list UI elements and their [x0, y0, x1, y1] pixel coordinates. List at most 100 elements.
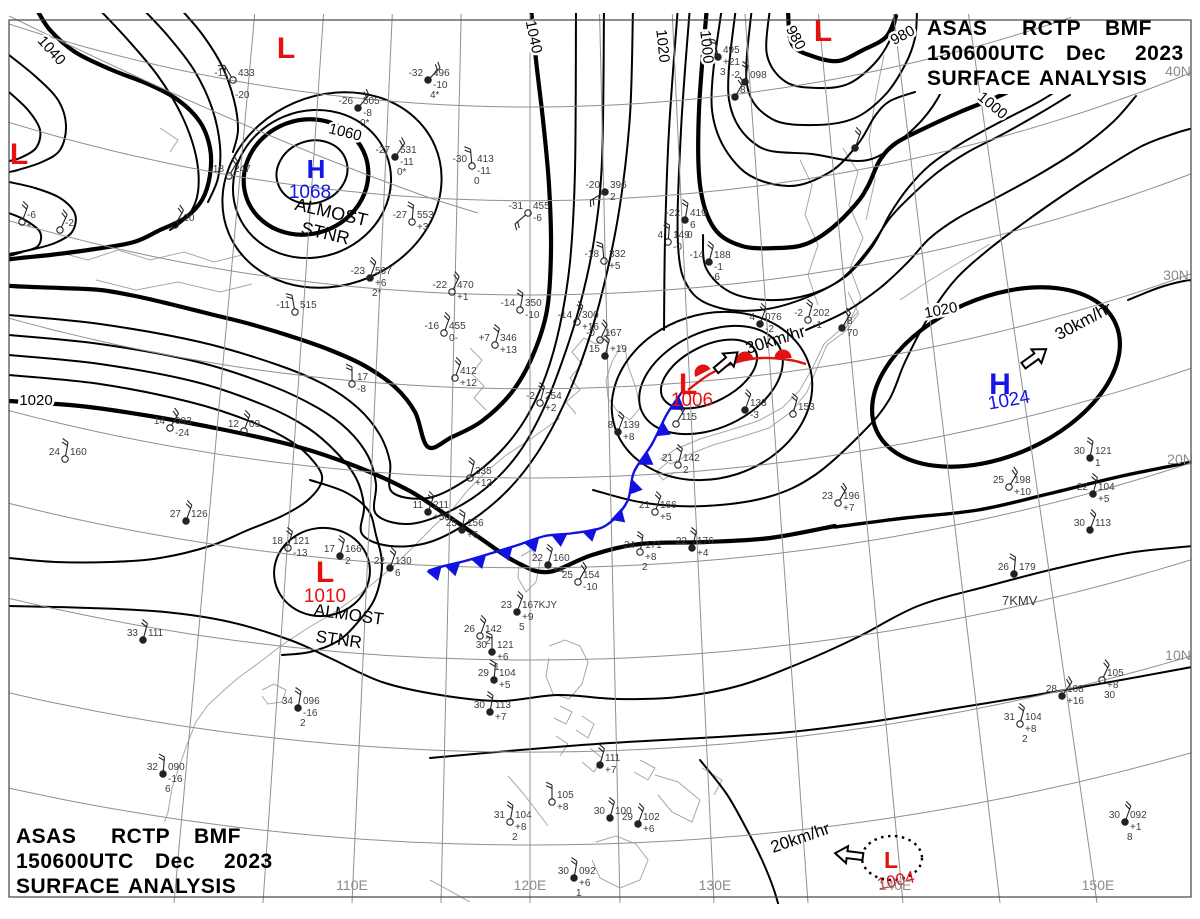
svg-text:2023: 2023: [1135, 42, 1184, 65]
svg-text:-18: -18: [210, 164, 225, 175]
svg-text:105: 105: [1107, 668, 1124, 679]
svg-text:24: 24: [49, 447, 61, 458]
svg-text:1020: 1020: [652, 28, 672, 63]
svg-text:-14: -14: [690, 250, 705, 261]
svg-text:30: 30: [594, 806, 606, 817]
svg-text:142: 142: [485, 624, 502, 635]
svg-text:+5: +5: [499, 680, 511, 691]
svg-text:102: 102: [643, 812, 660, 823]
svg-text:126: 126: [191, 509, 208, 520]
svg-text:27: 27: [170, 509, 182, 520]
svg-text:+7: +7: [843, 503, 855, 514]
svg-text:22: 22: [1077, 482, 1089, 493]
svg-text:+8: +8: [1025, 724, 1037, 735]
svg-text:+5: +5: [609, 261, 621, 272]
svg-text:-16: -16: [425, 321, 440, 332]
svg-text:104: 104: [515, 810, 532, 821]
svg-text:093: 093: [175, 416, 192, 427]
svg-text:RCTP: RCTP: [1022, 17, 1081, 40]
svg-text:+7: +7: [479, 333, 491, 344]
svg-text:+4: +4: [553, 565, 565, 576]
svg-text:110E: 110E: [336, 877, 368, 893]
svg-text:-32: -32: [409, 68, 424, 79]
svg-text:1: 1: [494, 662, 500, 673]
svg-text:-2: -2: [65, 218, 74, 229]
svg-text:166: 166: [660, 500, 677, 511]
svg-text:1068: 1068: [289, 182, 331, 203]
svg-text:350: 350: [525, 298, 542, 309]
svg-text:+12: +12: [460, 378, 477, 389]
svg-text:-10: -10: [525, 310, 540, 321]
svg-text:335: 335: [475, 466, 492, 477]
svg-text:211: 211: [433, 500, 449, 511]
svg-text:7KMV: 7KMV: [1002, 593, 1038, 608]
svg-text:23: 23: [822, 491, 834, 502]
svg-text:-2: -2: [765, 324, 774, 335]
svg-text:-1: -1: [813, 320, 822, 331]
svg-text:0*: 0*: [360, 118, 370, 129]
svg-text:+50: +50: [433, 512, 450, 523]
svg-text:31: 31: [1004, 712, 1016, 723]
svg-text:413: 413: [477, 154, 494, 165]
svg-text:419: 419: [690, 208, 707, 219]
svg-text:150600UTC: 150600UTC: [927, 42, 1045, 65]
svg-text:22: 22: [676, 536, 688, 547]
svg-text:-6: -6: [711, 272, 720, 283]
svg-text:-11: -11: [477, 166, 491, 177]
svg-text:-24: -24: [175, 428, 190, 439]
svg-text:10N: 10N: [1165, 647, 1191, 663]
svg-text:2: 2: [300, 718, 306, 729]
svg-text:0*: 0*: [397, 167, 407, 178]
svg-text:098: 098: [750, 70, 767, 81]
svg-text:21: 21: [639, 500, 651, 511]
svg-text:8: 8: [740, 85, 746, 96]
svg-text:-23: -23: [351, 266, 366, 277]
svg-text:2*: 2*: [372, 288, 382, 299]
svg-text:+5: +5: [660, 512, 672, 523]
svg-text:H: H: [989, 368, 1011, 401]
svg-text:455: 455: [449, 321, 466, 332]
svg-text:12: 12: [228, 419, 240, 430]
svg-text:2: 2: [512, 832, 518, 843]
svg-text:300: 300: [582, 310, 599, 321]
svg-text:30N: 30N: [1163, 267, 1189, 283]
svg-text:108: 108: [1067, 684, 1084, 695]
svg-text:1: 1: [576, 888, 582, 899]
svg-text:30: 30: [558, 866, 570, 877]
svg-text:5: 5: [519, 622, 525, 633]
svg-text:+6: +6: [497, 652, 509, 663]
svg-text:-31: -31: [509, 201, 524, 212]
svg-text:+6: +6: [579, 878, 591, 889]
svg-text:25: 25: [993, 475, 1005, 486]
svg-text:30: 30: [1074, 518, 1086, 529]
svg-text:121: 121: [1095, 446, 1112, 457]
svg-text:1010: 1010: [304, 586, 346, 607]
svg-text:33: 33: [127, 628, 139, 639]
svg-text:130: 130: [395, 556, 412, 567]
svg-text:Dec: Dec: [1066, 42, 1106, 65]
svg-text:-10: -10: [583, 582, 598, 593]
svg-text:1006: 1006: [671, 390, 713, 411]
svg-text:-20: -20: [586, 180, 601, 191]
svg-text:+3: +3: [417, 222, 429, 233]
svg-text:30: 30: [1104, 690, 1116, 701]
svg-text:0: 0: [474, 176, 480, 187]
svg-text:-6: -6: [27, 210, 36, 221]
svg-text:RCTP: RCTP: [111, 825, 170, 848]
svg-text:105: 105: [557, 790, 574, 801]
svg-text:153: 153: [798, 402, 815, 413]
svg-text:505: 505: [363, 96, 380, 107]
svg-text:198: 198: [1014, 475, 1031, 486]
svg-text:6: 6: [395, 568, 401, 579]
svg-text:-6: -6: [533, 213, 542, 224]
svg-text:111: 111: [605, 753, 621, 764]
svg-text:14: 14: [154, 416, 166, 427]
svg-text:25: 25: [562, 570, 574, 581]
svg-text:121: 121: [497, 640, 514, 651]
svg-text:-0: -0: [586, 328, 595, 339]
svg-text:-2: -2: [794, 308, 803, 319]
svg-text:176: 176: [697, 536, 714, 547]
svg-text:22: 22: [374, 556, 386, 567]
svg-text:167: 167: [605, 328, 622, 339]
svg-text:-3: -3: [750, 410, 759, 421]
